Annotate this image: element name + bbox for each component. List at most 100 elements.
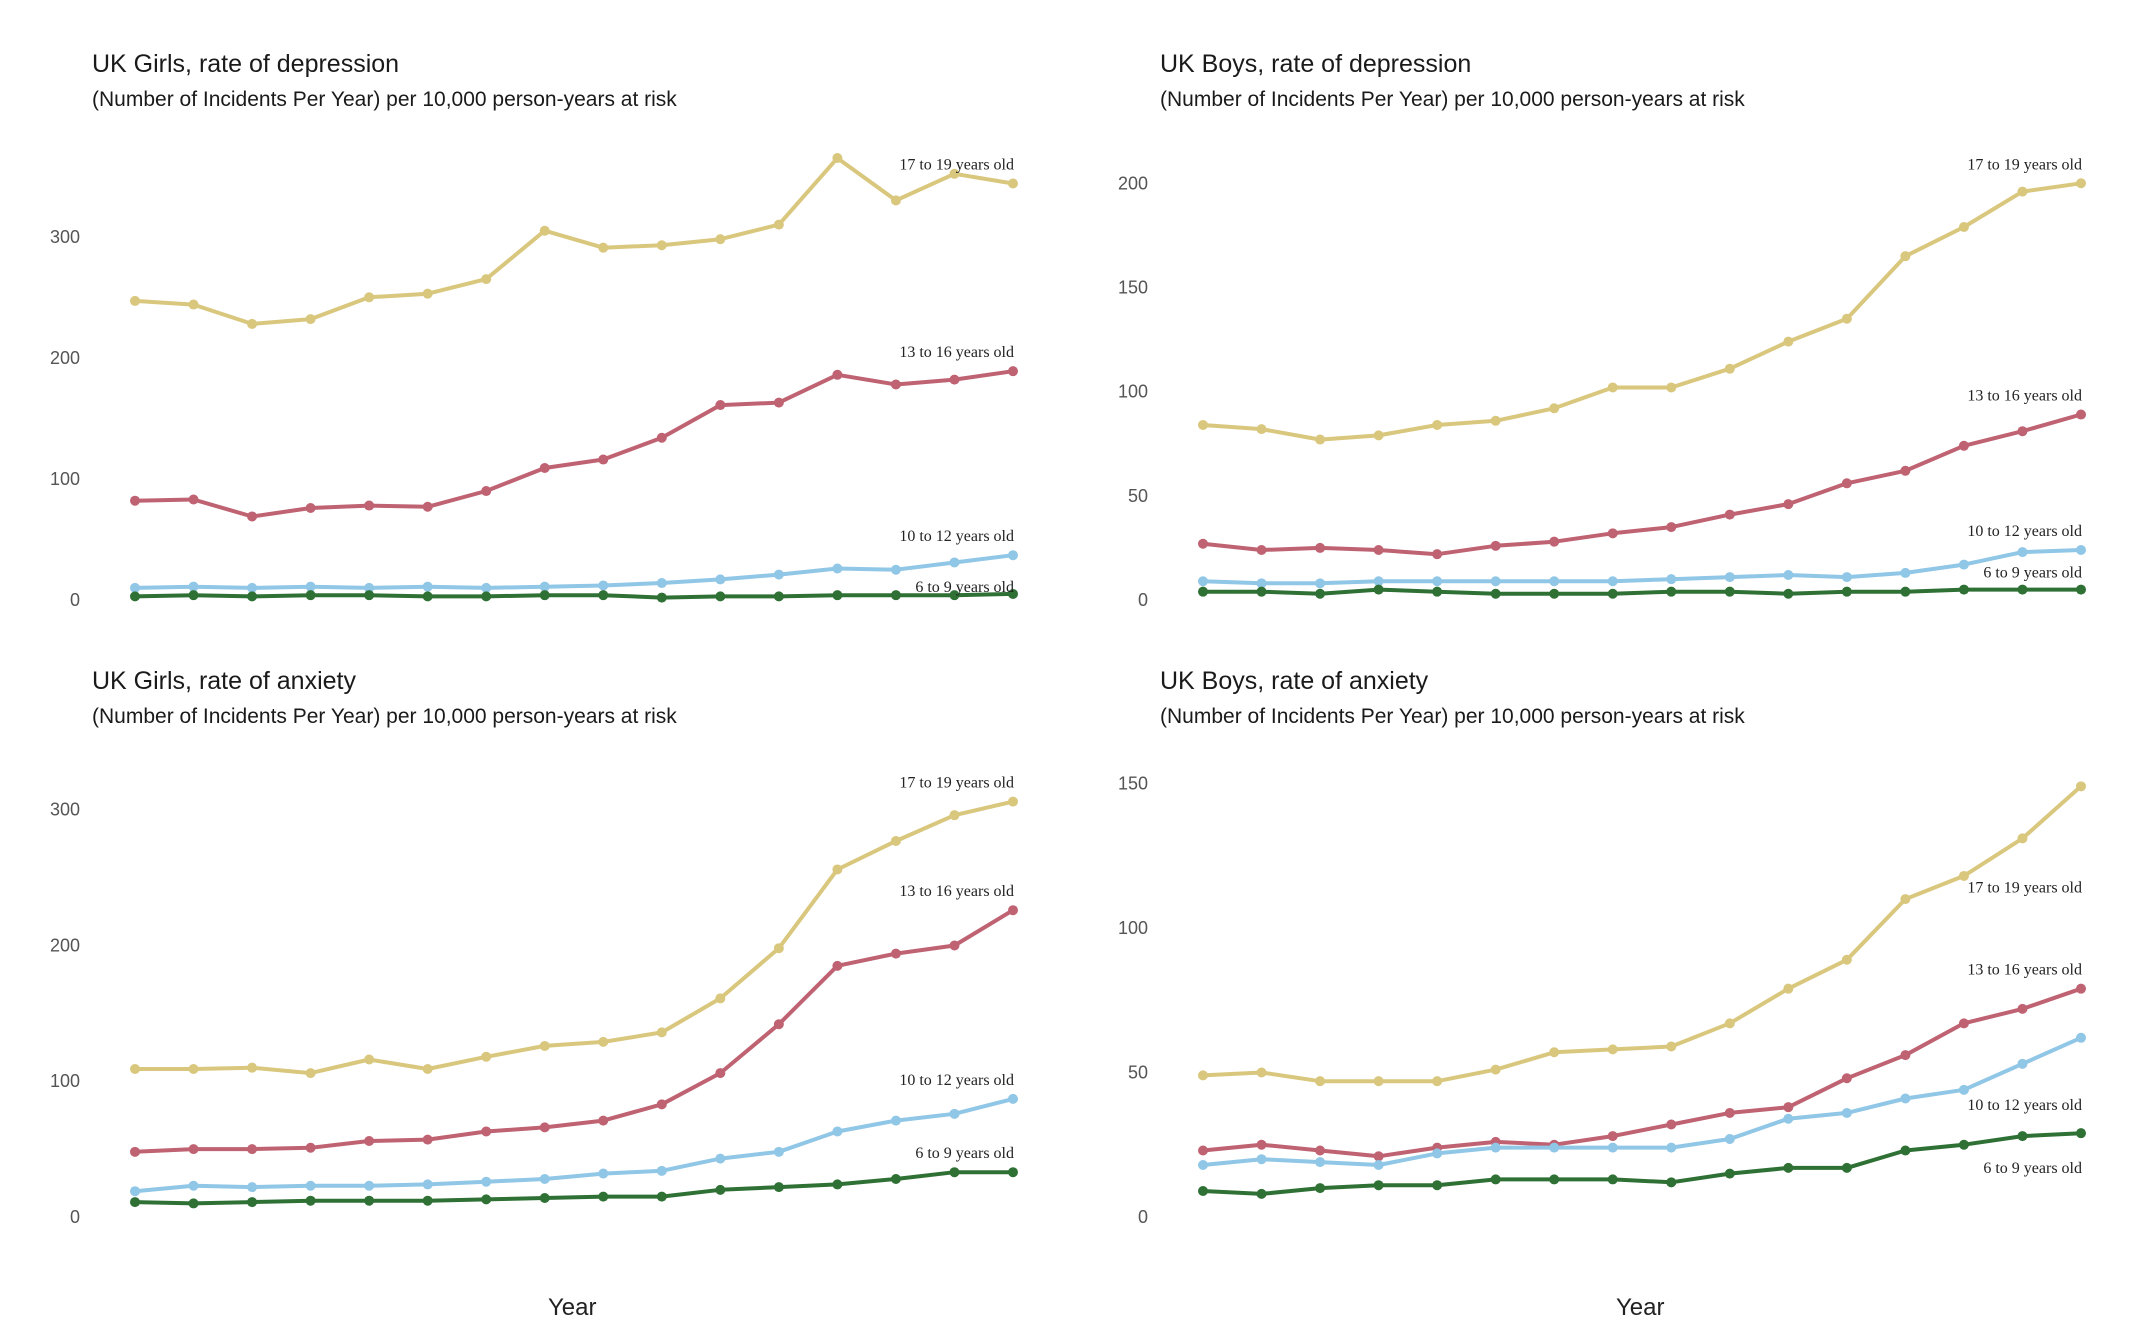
data-point [481, 1051, 492, 1062]
data-point [1198, 576, 1208, 587]
data-point [247, 1197, 258, 1208]
data-point [1783, 1162, 1794, 1173]
data-point [364, 1054, 375, 1065]
data-point [1373, 576, 1384, 587]
data-point [773, 219, 784, 230]
data-point [1490, 415, 1501, 426]
data-point [481, 1126, 492, 1137]
series-label: 6 to 9 years old [1983, 565, 2082, 582]
data-point [1724, 572, 1735, 583]
data-point [247, 318, 258, 329]
data-point [890, 564, 901, 575]
data-point [1900, 1145, 1911, 1156]
data-point [188, 494, 199, 505]
series-line-17-to-19-years-old [133, 156, 1015, 326]
data-point [1607, 576, 1618, 587]
data-point [1256, 586, 1267, 597]
data-point [305, 581, 316, 592]
data-point [1549, 576, 1560, 587]
series-line-10-to-12-years-old [1201, 548, 2083, 586]
data-point [1724, 1168, 1735, 1179]
data-point [1958, 1018, 1969, 1029]
data-point [305, 1180, 316, 1191]
chart-title: UK Boys, rate of anxiety [1160, 667, 1429, 695]
data-point [2017, 186, 2028, 197]
data-point [422, 288, 433, 299]
data-point [539, 1040, 550, 1051]
data-point [1900, 567, 1911, 578]
data-point [422, 1064, 433, 1075]
data-point [1549, 1142, 1560, 1153]
data-point [715, 591, 726, 602]
data-point [1198, 1159, 1208, 1170]
data-point [1841, 1107, 1852, 1118]
data-point [1900, 894, 1911, 905]
data-point [890, 948, 901, 959]
series-line-6-to-9-years-old [1201, 587, 2083, 596]
y-tick-label: 100 [50, 1071, 80, 1091]
data-point [2017, 547, 2028, 558]
series-label: 13 to 16 years old [899, 883, 1014, 900]
data-point [2076, 544, 2086, 555]
data-point [2017, 1058, 2028, 1069]
series-label: 6 to 9 years old [915, 579, 1014, 596]
data-point [1666, 574, 1677, 585]
data-point [1724, 1018, 1735, 1029]
data-point [1315, 1076, 1326, 1087]
series-line-17-to-19-years-old [1201, 784, 2083, 1084]
data-point [1841, 478, 1852, 489]
data-point [1607, 382, 1618, 393]
data-point [188, 1064, 199, 1075]
data-point [656, 1099, 667, 1110]
data-point [2017, 584, 2028, 595]
data-point [773, 569, 784, 580]
data-point [949, 940, 960, 951]
data-point [715, 1153, 726, 1164]
data-point [539, 225, 550, 236]
data-point [1008, 550, 1018, 561]
data-point [1783, 1113, 1794, 1124]
data-point [481, 486, 492, 497]
series-line-13-to-16-years-old [1201, 412, 2083, 557]
data-point [422, 501, 433, 512]
data-point [2076, 409, 2086, 420]
data-point [1958, 559, 1969, 570]
data-point [1256, 1067, 1267, 1078]
data-point [130, 295, 140, 306]
series-label: 10 to 12 years old [1967, 1097, 2082, 1114]
data-point [1008, 366, 1018, 377]
data-point [1198, 1070, 1208, 1081]
data-point [1841, 954, 1852, 965]
data-point [247, 1182, 258, 1193]
data-point [364, 590, 375, 601]
data-point [1490, 576, 1501, 587]
chart-boys-depression: UK Boys, rate of depression (Number of I… [1068, 0, 2144, 620]
data-point [188, 590, 199, 601]
data-point [1256, 1154, 1267, 1165]
data-point [305, 1195, 316, 1206]
data-point [598, 580, 609, 591]
data-point [422, 1195, 433, 1206]
data-point [305, 590, 316, 601]
data-point [1549, 536, 1560, 547]
data-point [1198, 586, 1208, 597]
data-point [1724, 1107, 1735, 1118]
y-tick-label: 0 [70, 1207, 80, 1227]
data-point [130, 582, 140, 593]
data-point [188, 1180, 199, 1191]
data-point [1490, 588, 1501, 599]
data-point [656, 1027, 667, 1038]
data-point [1432, 576, 1443, 587]
data-point [1490, 1142, 1501, 1153]
data-point [949, 1167, 960, 1178]
data-point [1490, 1064, 1501, 1075]
data-point [1783, 588, 1794, 599]
chart-plot: 0501001502003200420052006200720082009201… [1118, 773, 2086, 1227]
data-point [1958, 584, 1969, 595]
data-point [1958, 1139, 1969, 1150]
data-point [539, 1173, 550, 1184]
data-point [305, 1068, 316, 1079]
data-point [656, 592, 667, 603]
data-point [305, 502, 316, 513]
data-point [481, 274, 492, 285]
